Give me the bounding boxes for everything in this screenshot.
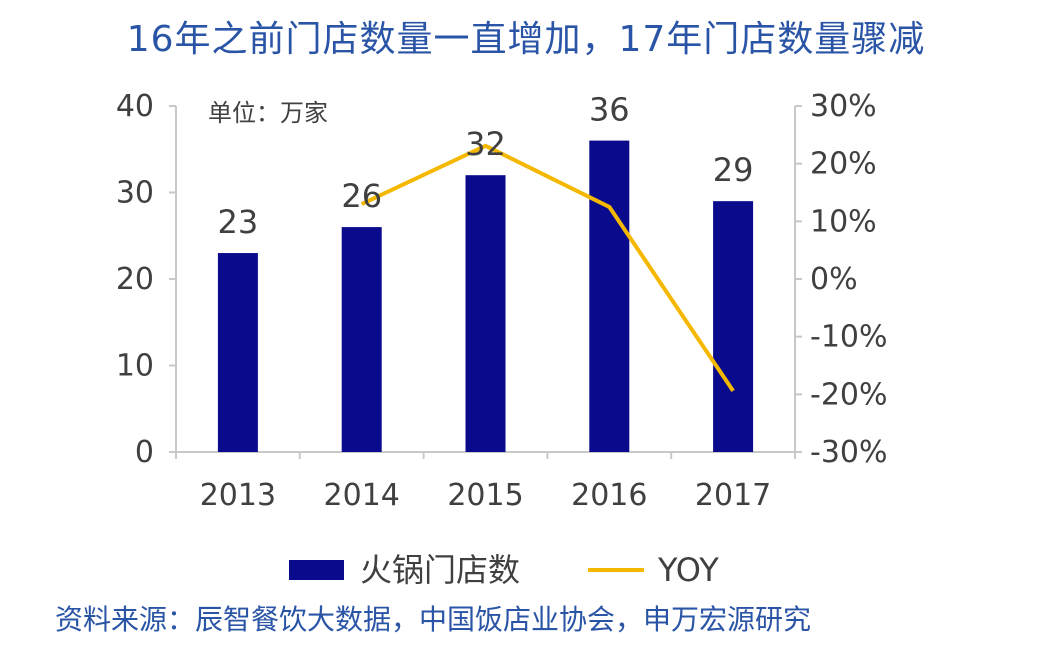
bar-2017 — [713, 201, 754, 452]
chart-title: 16年之前门店数量一直增加，17年门店数量骤减 — [126, 19, 926, 60]
bar-data-label: 29 — [713, 151, 754, 189]
left-axis-tick-label: 0 — [135, 435, 154, 470]
bar-2015 — [465, 175, 506, 452]
right-axis-tick-label: 20% — [810, 147, 877, 182]
bar-data-label: 26 — [341, 177, 382, 215]
x-axis-tick-label: 2013 — [200, 478, 276, 513]
left-axis-tick-label: 40 — [116, 89, 154, 124]
right-axis-tick-label: 10% — [810, 204, 877, 239]
yoy-line — [360, 143, 735, 392]
x-axis-tick-label: 2017 — [695, 478, 771, 513]
left-axis-tick-label: 20 — [116, 262, 154, 297]
bar-data-label: 32 — [465, 125, 506, 163]
legend-swatch-bar — [289, 560, 344, 580]
legend-label-line: YOY — [657, 551, 719, 589]
bar-2014 — [341, 227, 382, 452]
x-axis-tick-label: 2014 — [324, 478, 400, 513]
right-axis-tick-label: -10% — [810, 320, 888, 355]
bar-data-label: 36 — [589, 91, 630, 129]
bar-data-label: 23 — [218, 203, 259, 241]
right-axis-tick-label: 0% — [810, 262, 858, 297]
unit-note: 单位：万家 — [208, 99, 328, 127]
x-axis-tick-label: 2015 — [447, 478, 523, 513]
right-axis-tick-label: -20% — [810, 377, 888, 412]
x-axis-tick-label: 2016 — [571, 478, 647, 513]
left-axis-tick-label: 30 — [116, 176, 154, 211]
bar-2013 — [217, 253, 258, 452]
source-note: 资料来源：辰智餐饮大数据，中国饭店业协会，申万宏源研究 — [55, 603, 812, 636]
right-axis-tick-label: -30% — [810, 435, 888, 470]
right-axis-tick-label: 30% — [810, 89, 877, 124]
legend-label-bar: 火锅门店数 — [360, 551, 520, 589]
left-axis-tick-label: 10 — [116, 349, 154, 384]
plot-layer: 0 10 20 30 40 -30% -20% -10% 0% 10% 20% 30% 2013 2014… — [116, 89, 888, 589]
bar-2016 — [589, 140, 630, 452]
